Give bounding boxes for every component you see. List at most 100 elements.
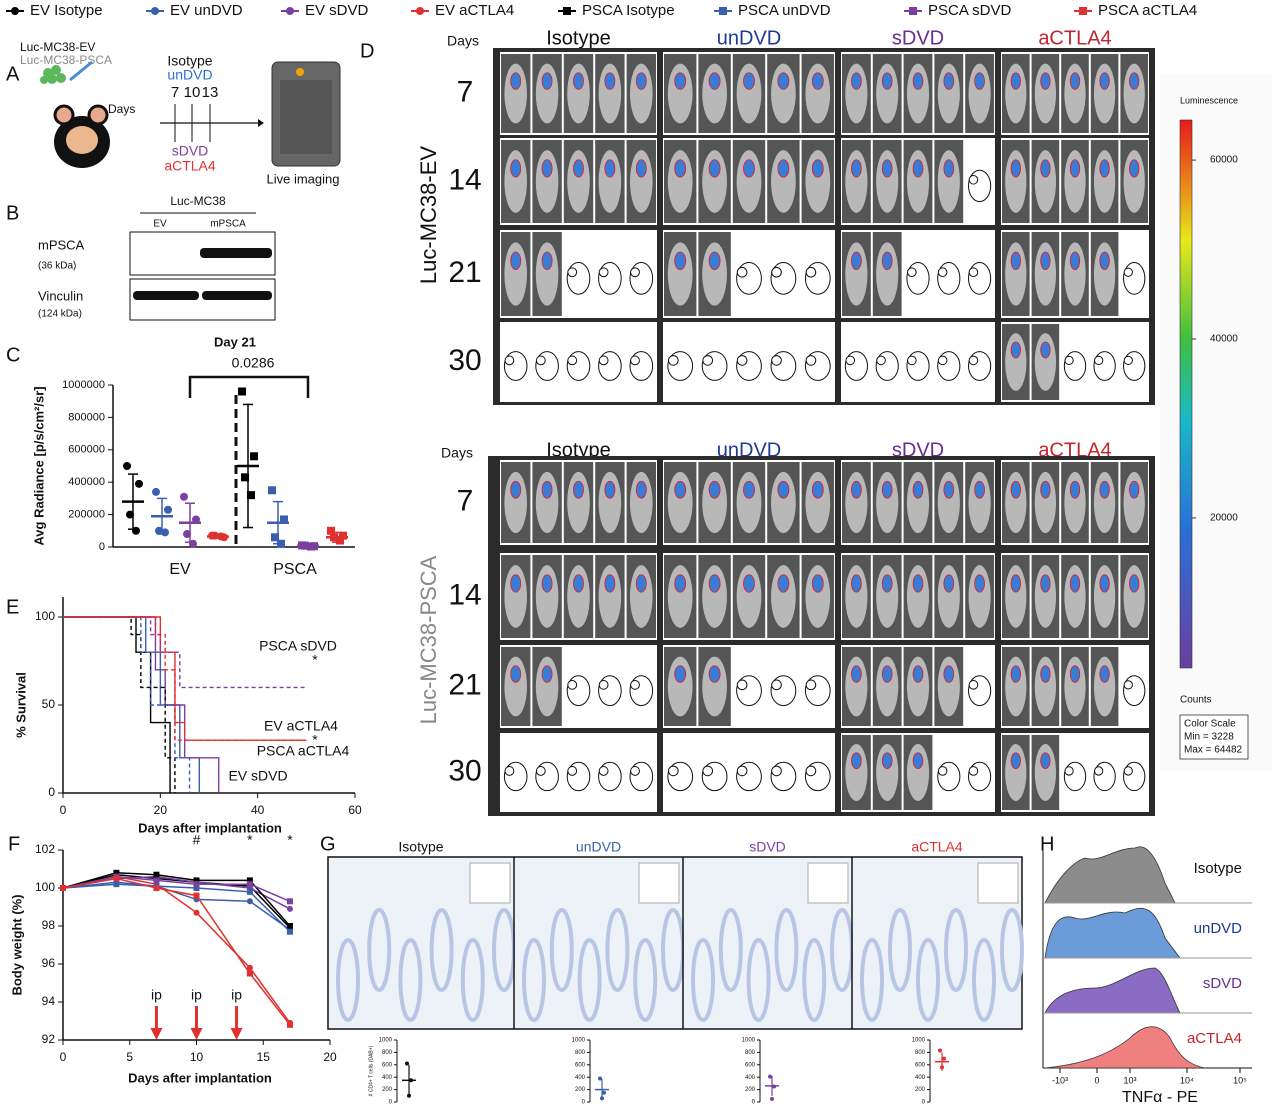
mouse-body: [736, 63, 762, 124]
signal: [777, 480, 790, 499]
mouse-body: [1005, 565, 1027, 628]
survival-line: [63, 616, 171, 793]
y-tick-label: 800000: [68, 411, 105, 423]
column-label: unDVD: [576, 839, 621, 855]
mouse-body: [1064, 63, 1086, 124]
marker: [938, 1048, 942, 1053]
signal: [851, 665, 862, 683]
marker: [286, 923, 293, 929]
x-tick-label: 0: [1094, 1075, 1099, 1085]
mouse-body: [567, 471, 590, 534]
mouse-outline-head: [805, 679, 817, 691]
crypt: [605, 908, 630, 992]
mouse-body: [667, 656, 693, 717]
signal: [881, 159, 893, 178]
signal: [541, 72, 553, 90]
signal: [881, 480, 893, 499]
x-tick-label: 40: [251, 803, 265, 817]
marker: [193, 885, 200, 891]
mouse-body: [667, 565, 693, 628]
row-label: 14: [448, 163, 481, 196]
mouse-outline-head: [968, 766, 979, 776]
mouse-outline-head: [937, 355, 948, 366]
signal: [1010, 574, 1021, 593]
signal: [743, 480, 755, 499]
mouse-outline: [598, 262, 622, 295]
signal: [881, 665, 893, 683]
signal: [943, 574, 955, 593]
days-label: Days: [447, 33, 479, 49]
signal: [1069, 480, 1081, 499]
y-tick-label: 100: [35, 609, 55, 623]
signal: [1129, 159, 1140, 178]
mouse-outline: [968, 169, 992, 203]
mouse-outline-head: [1094, 355, 1104, 366]
signal: [912, 72, 924, 90]
legend-marker: [286, 7, 294, 15]
panel-letter: D: [360, 40, 374, 62]
mouse-body: [504, 242, 528, 306]
mouse-outline-head: [702, 765, 714, 777]
signal: [811, 72, 824, 90]
signal: [674, 480, 687, 499]
marker: [113, 875, 120, 882]
mouse-body: [535, 656, 559, 717]
survival-line: [63, 616, 176, 793]
signal: [1069, 665, 1081, 683]
legend-marker: [1079, 7, 1087, 15]
marker: [246, 898, 253, 905]
colorbar-label: Counts: [1180, 695, 1212, 706]
group-label: aCTLA4: [164, 158, 216, 174]
group-label: PSCA: [273, 561, 317, 578]
legend-label: PSCA sDVD: [928, 2, 1012, 19]
mouse-body: [805, 565, 831, 628]
day-label: 13: [202, 84, 219, 101]
mouse-body: [876, 565, 899, 628]
mouse-body: [1123, 565, 1145, 628]
signal: [1010, 341, 1021, 359]
mouse-outline-head: [968, 355, 979, 366]
mouse-body: [876, 242, 899, 306]
y-tick-label: 200: [745, 1087, 756, 1093]
legend-label: PSCA unDVD: [738, 2, 831, 19]
mouse-body: [937, 63, 960, 124]
mouse-outline: [1123, 351, 1146, 381]
mouse-body: [1005, 656, 1027, 717]
signal: [510, 480, 522, 499]
colorbar-panel: [1160, 75, 1272, 771]
column-label: sDVD: [892, 439, 944, 461]
marker: [153, 877, 160, 884]
row-label: 7: [457, 484, 474, 517]
chart-title: Day 21: [214, 334, 256, 349]
signal: [1010, 752, 1021, 769]
ip-arrowhead: [230, 1028, 243, 1040]
mouse-body: [845, 150, 868, 213]
inset: [977, 862, 1019, 904]
mouse-outline-head: [736, 765, 748, 777]
x-axis-label: Days after implantation: [138, 820, 282, 835]
signal: [604, 480, 616, 499]
x-tick-label: 5: [126, 1050, 133, 1064]
mouse-outline-head: [736, 679, 748, 691]
signal: [541, 251, 553, 270]
panel-b: B Luc-MC38 EV mPSCA mPSCA (36 kDa) Vincu…: [6, 194, 276, 321]
signal: [1129, 480, 1140, 499]
histogram: [1044, 967, 1181, 1014]
mouse-outline: [1063, 351, 1087, 381]
signal: [573, 72, 584, 90]
histogram-label: unDVD: [1194, 920, 1243, 937]
mouse-body: [1093, 242, 1116, 306]
signal: [1040, 72, 1051, 90]
annotation: EV aCTLA4: [264, 718, 338, 734]
x-tick-label: 10³: [1123, 1075, 1136, 1085]
y-tick-label: 0: [582, 1100, 586, 1106]
mouse-body: [629, 471, 653, 534]
signal: [541, 665, 553, 683]
column-label: Isotype: [546, 27, 610, 49]
mouse-outline-head: [771, 765, 782, 777]
days-label: Days: [441, 445, 473, 461]
marker: [768, 1074, 772, 1079]
mouse-outline-head: [1123, 680, 1133, 690]
marker: [602, 1090, 606, 1095]
marker: [241, 473, 249, 482]
